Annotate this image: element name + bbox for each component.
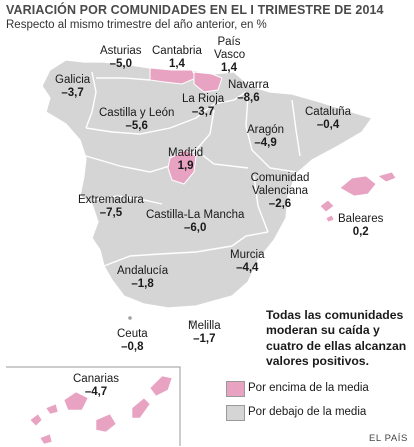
region-label-canarias: Canarias –4,7 xyxy=(73,373,119,399)
region-value: –3,7 xyxy=(61,87,84,99)
region-label-extremadura: Extremadura –7,5 xyxy=(78,194,144,220)
region-shape-canarias xyxy=(29,375,173,445)
source-credit: EL PAÍS xyxy=(368,433,408,444)
region-shape-baleares xyxy=(319,171,397,223)
region-shape-melilla xyxy=(190,320,194,324)
region-value: –5,0 xyxy=(109,58,132,70)
region-name: Canarias xyxy=(73,373,120,385)
map-title: VARIACIÓN POR COMUNIDADES EN EL I TRIMES… xyxy=(6,3,384,17)
region-label-castilla-la-mancha: Castilla-La Mancha –6,0 xyxy=(146,209,244,235)
region-label-la-rioja: La Rioja –3,7 xyxy=(182,93,224,119)
region-name: País Vasco xyxy=(214,36,246,61)
region-label-castilla-leon: Castilla y León –5,6 xyxy=(99,107,174,133)
legend-swatch-above xyxy=(226,381,245,397)
region-value: 1,4 xyxy=(221,62,237,74)
region-label-asturias: Asturias –5,0 xyxy=(100,45,142,71)
region-value: –3,7 xyxy=(191,106,215,118)
region-name: Navarra xyxy=(228,79,269,91)
region-value: 0,2 xyxy=(352,226,369,238)
region-shape-ceuta xyxy=(128,316,132,320)
region-value: –6,0 xyxy=(184,222,207,234)
summary-note: Todas las comunidades moderan su caída y… xyxy=(266,308,407,369)
region-value: 1,9 xyxy=(177,160,194,172)
legend-swatch-below xyxy=(226,405,245,421)
region-name: Murcia xyxy=(230,249,265,261)
region-name: Galicia xyxy=(55,74,91,86)
region-label-madrid: Madrid 1,9 xyxy=(168,147,203,173)
region-value: –5,6 xyxy=(125,120,148,132)
region-name: Madrid xyxy=(168,147,204,159)
region-value: –4,4 xyxy=(236,262,259,274)
region-shape-pais-vasco xyxy=(193,71,223,93)
region-name: Cantabria xyxy=(152,45,202,57)
region-name: Asturias xyxy=(100,45,142,57)
region-name: Castilla y León xyxy=(99,107,175,119)
region-value: –0,8 xyxy=(121,341,144,353)
region-name: Ceuta xyxy=(117,328,148,340)
region-label-comunidad-valenciana: Comunidad Valenciana –2,6 xyxy=(247,172,313,211)
region-value: –1,7 xyxy=(193,333,216,345)
region-name: Baleares xyxy=(338,213,384,225)
region-value: –8,6 xyxy=(237,92,260,104)
region-label-ceuta: Ceuta –0,8 xyxy=(117,328,148,354)
region-borders xyxy=(85,71,301,267)
region-name: Comunidad Valenciana xyxy=(250,172,310,197)
region-value: –4,7 xyxy=(84,386,108,398)
region-label-galicia: Galicia –3,7 xyxy=(55,74,90,100)
region-label-cataluna: Cataluña –0,4 xyxy=(305,106,351,132)
legend-label: Por debajo de la media xyxy=(248,406,367,418)
region-value: 1,4 xyxy=(168,58,185,70)
region-name: Melilla xyxy=(188,320,221,332)
region-label-cantabria: Cantabria 1,4 xyxy=(152,45,202,71)
region-name: Andalucía xyxy=(117,265,169,277)
region-label-aragon: Aragón –4,9 xyxy=(247,124,284,150)
region-name: Castilla-La Mancha xyxy=(146,209,245,221)
region-label-baleares: Baleares 0,2 xyxy=(338,213,383,239)
region-value: –4,9 xyxy=(254,137,277,149)
region-label-melilla: Melilla –1,7 xyxy=(188,320,221,346)
region-label-pais-vasco: País Vasco 1,4 xyxy=(214,36,246,75)
region-value: –7,5 xyxy=(99,207,123,219)
region-name: Aragón xyxy=(247,124,285,136)
region-label-andalucia: Andalucía –1,8 xyxy=(117,265,168,291)
region-value: –1,8 xyxy=(131,278,154,290)
peninsula-landmass xyxy=(41,59,373,309)
region-label-navarra: Navarra –8,6 xyxy=(228,79,269,105)
map-subtitle: Respecto al mismo trimestre del año ante… xyxy=(6,19,267,31)
region-label-murcia: Murcia –4,4 xyxy=(230,249,265,275)
region-shape-madrid xyxy=(167,149,197,185)
canarias-inset-frame xyxy=(6,366,181,446)
legend-label: Por encima de la media xyxy=(248,382,369,394)
region-name: Extremadura xyxy=(78,194,144,206)
region-shape-cantabria xyxy=(149,67,197,85)
region-name: La Rioja xyxy=(182,93,225,105)
region-value: –2,6 xyxy=(268,198,292,210)
region-value: –0,4 xyxy=(316,119,340,131)
region-name: Cataluña xyxy=(305,106,352,118)
